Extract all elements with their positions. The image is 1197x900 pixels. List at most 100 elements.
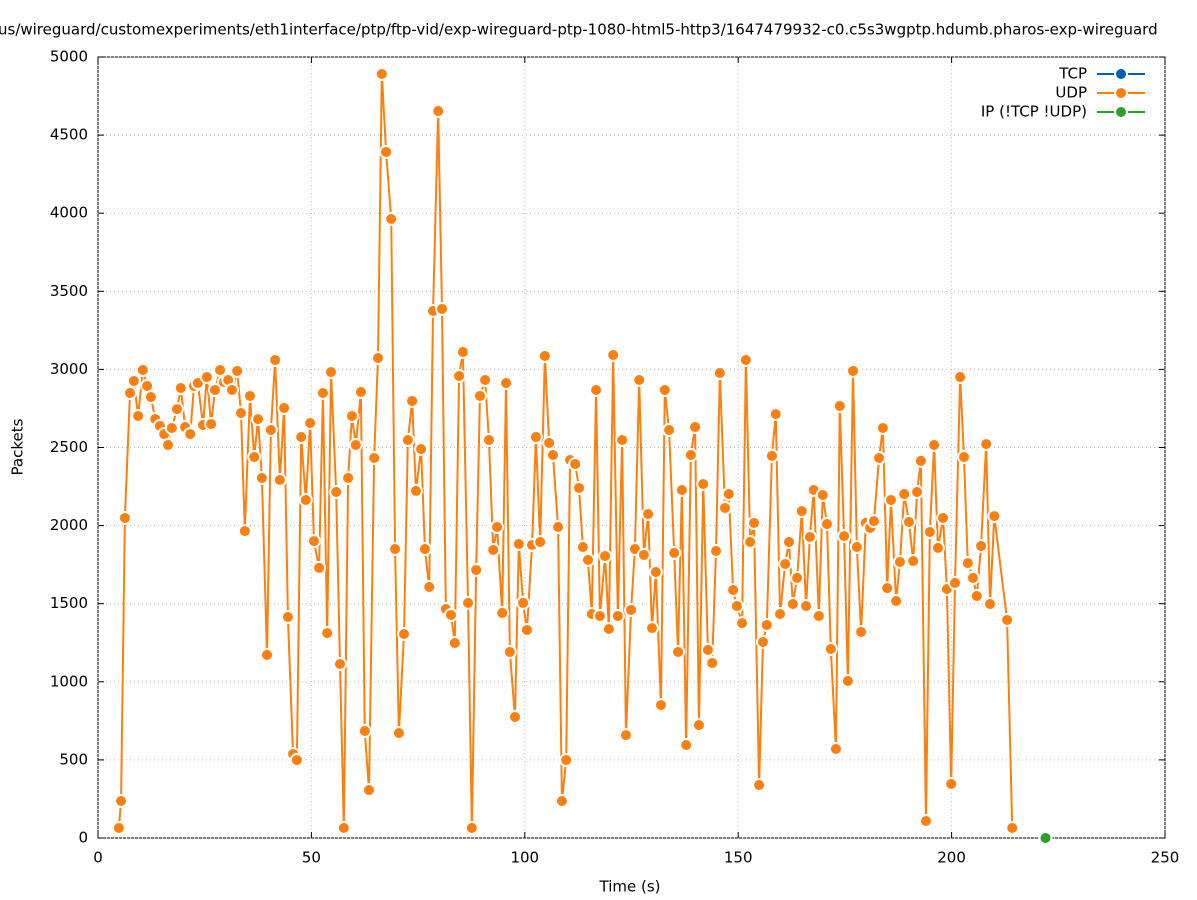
data-point bbox=[511, 537, 526, 552]
data-point bbox=[388, 542, 403, 557]
data-point bbox=[589, 383, 604, 398]
data-point bbox=[892, 554, 907, 569]
data-point bbox=[854, 624, 869, 639]
legend-label: UDP bbox=[1055, 84, 1087, 102]
y-tick-label: 0 bbox=[78, 829, 88, 847]
legend-swatch-point bbox=[1114, 86, 1128, 100]
data-point bbox=[344, 408, 359, 423]
data-point bbox=[320, 626, 335, 641]
data-point bbox=[883, 492, 898, 507]
data-point bbox=[495, 605, 510, 620]
data-point bbox=[726, 582, 741, 597]
data-point bbox=[173, 380, 188, 395]
data-point bbox=[117, 510, 132, 525]
data-point bbox=[225, 383, 240, 398]
x-axis-label: Time (s) bbox=[599, 878, 661, 896]
data-point bbox=[717, 500, 732, 515]
data-point bbox=[464, 821, 479, 836]
y-tick-label: 500 bbox=[59, 750, 88, 768]
data-point bbox=[811, 609, 826, 624]
data-point bbox=[974, 539, 989, 554]
data-point bbox=[233, 405, 248, 420]
data-point bbox=[944, 776, 959, 791]
data-point bbox=[455, 345, 470, 360]
data-point bbox=[405, 393, 420, 408]
data-point bbox=[452, 368, 467, 383]
data-point bbox=[657, 383, 672, 398]
data-point bbox=[918, 813, 933, 828]
data-point bbox=[461, 595, 476, 610]
data-point bbox=[790, 570, 805, 585]
y-tick-label: 3000 bbox=[50, 360, 88, 378]
data-point bbox=[1000, 612, 1015, 627]
data-point bbox=[280, 609, 295, 624]
data-point bbox=[213, 363, 228, 378]
data-point bbox=[502, 644, 517, 659]
data-point bbox=[324, 365, 339, 380]
data-point bbox=[746, 515, 761, 530]
data-point bbox=[247, 450, 262, 465]
data-point bbox=[872, 450, 887, 465]
data-point bbox=[610, 609, 625, 624]
data-point bbox=[391, 726, 406, 741]
data-point bbox=[688, 420, 703, 435]
data-point bbox=[696, 477, 711, 492]
x-tick-label: 250 bbox=[1151, 849, 1180, 867]
data-point bbox=[755, 634, 770, 649]
data-point bbox=[357, 724, 372, 739]
x-tick-label: 150 bbox=[724, 849, 753, 867]
data-point bbox=[979, 437, 994, 452]
y-tick-label: 2500 bbox=[50, 438, 88, 456]
data-point bbox=[123, 385, 138, 400]
data-point bbox=[204, 417, 219, 432]
legend-swatch-point bbox=[1114, 67, 1128, 81]
data-point bbox=[542, 435, 557, 450]
data-point bbox=[263, 423, 278, 438]
data-point bbox=[374, 67, 389, 82]
y-tick-label: 1000 bbox=[50, 672, 88, 690]
data-point bbox=[336, 821, 351, 836]
data-point bbox=[738, 353, 753, 368]
data-point bbox=[568, 457, 583, 472]
data-point bbox=[897, 487, 912, 502]
y-tick-label: 4500 bbox=[50, 126, 88, 144]
series-line bbox=[117, 73, 1014, 829]
data-point bbox=[983, 597, 998, 612]
data-point bbox=[289, 753, 304, 768]
data-point bbox=[341, 470, 356, 485]
data-point bbox=[306, 534, 321, 549]
data-point bbox=[960, 556, 975, 571]
y-tick-label: 2000 bbox=[50, 516, 88, 534]
data-point bbox=[353, 385, 368, 400]
data-point bbox=[906, 554, 921, 569]
chart-title: us/wireguard/customexperiments/eth1inter… bbox=[0, 21, 1158, 39]
data-point bbox=[927, 438, 942, 453]
data-point bbox=[499, 375, 514, 390]
x-tick-label: 100 bbox=[510, 849, 539, 867]
data-point bbox=[832, 398, 847, 413]
data-point bbox=[598, 549, 613, 564]
data-point bbox=[709, 544, 724, 559]
data-point bbox=[294, 430, 309, 445]
data-point bbox=[303, 415, 318, 430]
data-point bbox=[362, 783, 377, 798]
data-point bbox=[111, 821, 126, 836]
data-point bbox=[260, 647, 275, 662]
data-point bbox=[315, 385, 330, 400]
data-point bbox=[691, 718, 706, 733]
data-point bbox=[572, 480, 587, 495]
data-point bbox=[671, 644, 686, 659]
data-point bbox=[298, 492, 313, 507]
data-point bbox=[422, 579, 437, 594]
data-point bbox=[397, 627, 412, 642]
data-point bbox=[624, 602, 639, 617]
data-point bbox=[901, 515, 916, 530]
y-axis-label: Packets bbox=[9, 418, 27, 475]
data-point bbox=[712, 365, 727, 380]
data-point bbox=[537, 348, 552, 363]
data-point bbox=[1038, 831, 1053, 845]
data-point bbox=[254, 470, 269, 485]
data-point bbox=[490, 520, 505, 535]
data-point bbox=[1005, 821, 1020, 836]
data-point bbox=[507, 709, 522, 724]
